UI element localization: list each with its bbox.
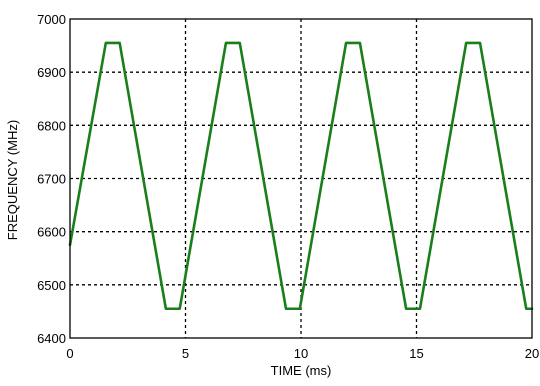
y-axis-label: FREQUENCY (MHz) (5, 120, 20, 240)
x-tick-label: 15 (409, 346, 423, 361)
x-tick-label: 5 (182, 346, 189, 361)
series-layer (68, 41, 534, 311)
y-tick-label: 6700 (37, 172, 66, 187)
series-line-1 (68, 41, 534, 311)
grid-layer (70, 19, 532, 338)
x-tick-label: 20 (525, 346, 539, 361)
y-tick-label: 6600 (37, 225, 66, 240)
y-tick-label: 6500 (37, 278, 66, 293)
tick-layer: 0 5 10 15 20 6400 6500 6600 6700 6800 6900 7000 (37, 12, 539, 361)
y-tick-label: 6400 (37, 331, 66, 346)
y-tick-label: 7000 (37, 12, 66, 27)
plot-frame (69, 18, 533, 339)
y-tick-label: 6900 (37, 65, 66, 80)
frame-layer (69, 18, 533, 339)
x-axis-label: TIME (ms) (271, 363, 332, 378)
x-tick-label: 0 (66, 346, 73, 361)
y-tick-label: 6800 (37, 118, 66, 133)
x-tick-label: 10 (294, 346, 308, 361)
